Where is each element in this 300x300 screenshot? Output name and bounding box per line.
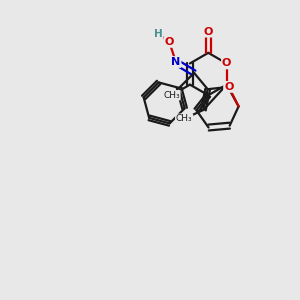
Text: O: O (164, 37, 174, 47)
Text: CH₃: CH₃ (176, 114, 192, 123)
Text: O: O (222, 58, 231, 68)
Text: CH₃: CH₃ (163, 91, 180, 100)
Text: N: N (171, 57, 181, 67)
Text: O: O (204, 27, 213, 37)
Text: O: O (224, 82, 233, 92)
Text: H: H (154, 28, 163, 39)
